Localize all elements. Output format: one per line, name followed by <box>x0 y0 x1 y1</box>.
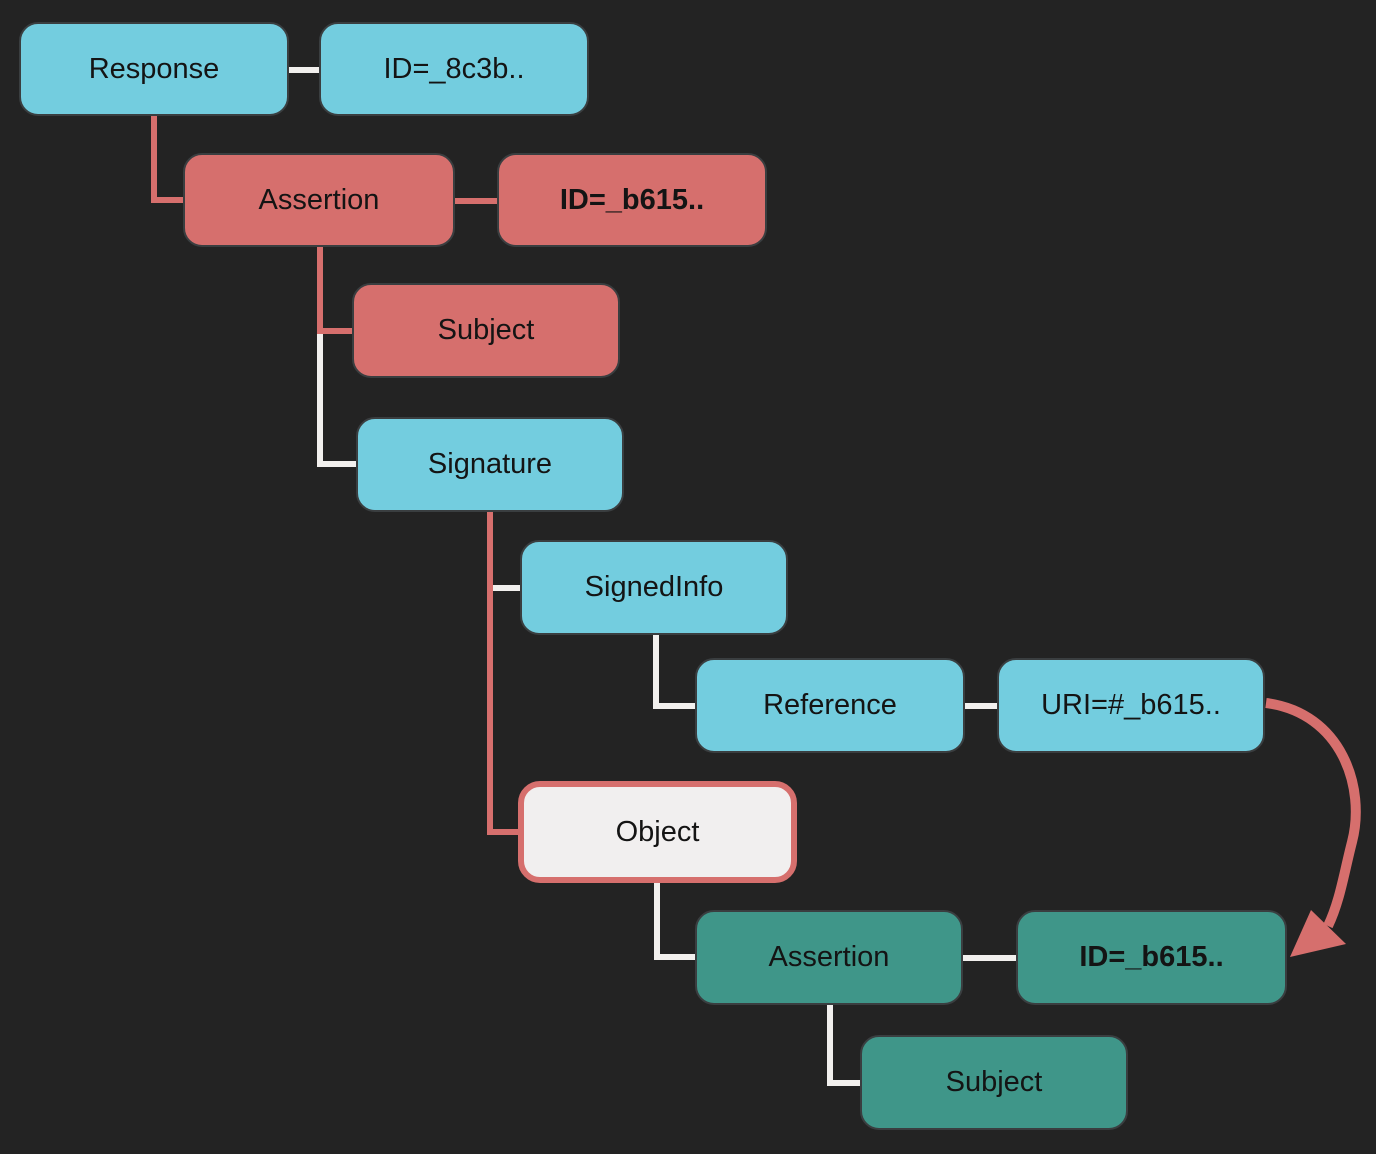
edge-assertion-signature <box>317 334 356 467</box>
node-label: SignedInfo <box>584 571 724 603</box>
edge-assertion-subject <box>317 247 352 334</box>
node-label: ID=_b615.. <box>1079 941 1224 973</box>
node-object[interactable]: Object <box>518 781 797 883</box>
edge-object-assertion <box>654 883 695 960</box>
node-label: Signature <box>427 448 553 480</box>
node-reference-uri[interactable]: URI=#_b615.. <box>997 658 1265 753</box>
node-assertion-original-id[interactable]: ID=_b615.. <box>497 153 767 247</box>
node-signature[interactable]: Signature <box>356 417 624 512</box>
node-label: Reference <box>763 689 897 721</box>
node-label: Subject <box>437 314 535 346</box>
node-response[interactable]: Response <box>19 22 289 116</box>
uri-reference-arrow <box>1265 698 1361 957</box>
node-response-id[interactable]: ID=_8c3b.. <box>319 22 589 116</box>
edge-signedinfo-reference <box>653 635 695 709</box>
node-label: Response <box>88 52 220 85</box>
arrow-head <box>1290 910 1346 957</box>
node-assertion-original[interactable]: Assertion <box>183 153 455 247</box>
node-subject-original[interactable]: Subject <box>352 283 620 378</box>
node-assertion-wrapped-id[interactable]: ID=_b615.. <box>1016 910 1287 1005</box>
node-label: URI=#_b615.. <box>1041 689 1221 721</box>
node-signedinfo[interactable]: SignedInfo <box>520 540 788 635</box>
node-subject-wrapped[interactable]: Subject <box>860 1035 1128 1130</box>
node-label: ID=_8c3b.. <box>383 52 525 85</box>
node-reference[interactable]: Reference <box>695 658 965 753</box>
node-label: Subject <box>945 1066 1043 1098</box>
edge-signature-object <box>487 512 518 835</box>
arrow-curve <box>1265 698 1361 929</box>
node-label: Assertion <box>258 183 380 216</box>
white-connectors <box>289 67 1016 1086</box>
edge-response-assertion <box>151 116 183 203</box>
edge-assertion-wrapped-subject <box>827 1005 860 1086</box>
node-assertion-wrapped[interactable]: Assertion <box>695 910 963 1005</box>
node-label: ID=_b615.. <box>559 183 705 216</box>
node-label: Object <box>615 815 700 848</box>
red-connectors <box>151 116 518 835</box>
node-label: Assertion <box>768 941 890 973</box>
